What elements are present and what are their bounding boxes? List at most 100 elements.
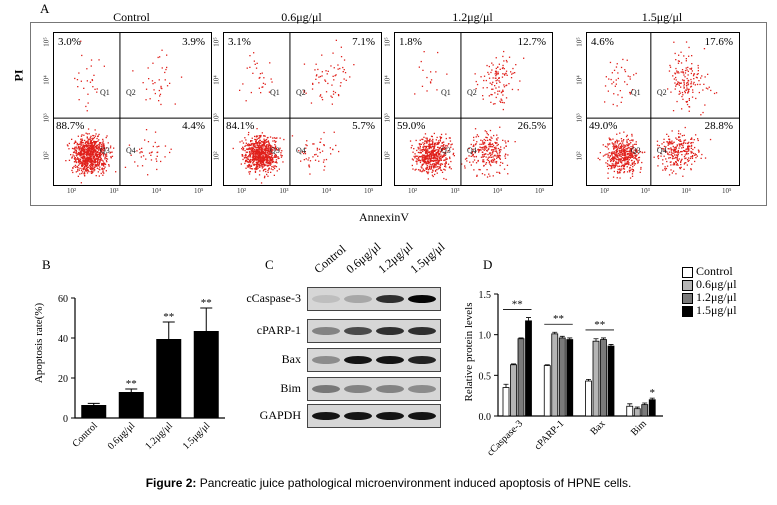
blot-band xyxy=(376,412,404,420)
x-tick-label: 10⁵ xyxy=(194,187,204,195)
quadrant-q1-percent: 4.6% xyxy=(591,36,614,48)
category-label: cPARP-1 xyxy=(533,418,567,452)
flow-dots xyxy=(54,33,211,185)
error-bar xyxy=(162,321,175,339)
blot-band xyxy=(408,295,436,303)
legend-label: 1.2μg/μl xyxy=(696,290,737,304)
significance-marker: ** xyxy=(163,311,174,323)
quadrant-q4-percent: 28.8% xyxy=(704,120,733,133)
blot-band xyxy=(344,385,372,393)
blot-band xyxy=(376,385,404,393)
legend-label: Control xyxy=(696,264,733,278)
error-bar xyxy=(552,331,558,334)
legend-swatch xyxy=(682,280,693,291)
blot-band xyxy=(312,356,340,364)
error-bar xyxy=(649,397,655,400)
y-tick-label: 10⁴ xyxy=(575,75,584,85)
blot-band xyxy=(408,385,436,393)
y-tick-label: 60 xyxy=(58,294,68,305)
quadrant-label: Q3 xyxy=(269,146,280,156)
error-bar xyxy=(601,337,606,340)
blot-band xyxy=(408,356,436,364)
x-tick-label: 10⁵ xyxy=(535,187,545,195)
significance-marker: ** xyxy=(201,297,212,309)
bar xyxy=(517,338,525,417)
bar xyxy=(118,392,144,418)
blot-strip xyxy=(307,348,441,372)
category-label: cCaspase-3 xyxy=(485,418,525,458)
blot-column-label: Control xyxy=(311,241,349,277)
quadrant-label: Q4 xyxy=(466,146,477,156)
quadrant-q3-percent: 59.0% xyxy=(397,120,426,133)
bar xyxy=(193,331,219,418)
quadrant-label: Q1 xyxy=(269,88,280,98)
blot-band xyxy=(312,412,340,420)
blot-band xyxy=(408,412,436,420)
error-bar xyxy=(567,337,573,340)
blot-row-label: cPARP-1 xyxy=(256,323,301,337)
bar xyxy=(558,337,566,417)
blot-band xyxy=(312,385,340,393)
y-tick-label: 0 xyxy=(63,414,68,425)
quadrant-q3-percent: 88.7% xyxy=(56,120,85,133)
x-tick-label: 10⁴ xyxy=(151,187,162,195)
bar xyxy=(525,320,532,417)
y-tick-label: 10² xyxy=(42,151,51,161)
y-tick-label: 40 xyxy=(58,334,68,345)
x-tick-label: 10² xyxy=(600,187,610,195)
blot-strip xyxy=(307,404,441,428)
quadrant-label: Q2 xyxy=(125,88,136,98)
category-label: Bax xyxy=(588,418,607,437)
blot-strip xyxy=(307,319,441,343)
panel-c-letter: C xyxy=(265,257,274,272)
flow-dots xyxy=(224,33,381,185)
error-bar xyxy=(125,388,138,392)
quadrant-label: Q2 xyxy=(466,88,477,98)
x-tick-label: 10⁵ xyxy=(364,187,374,195)
figure-caption: Figure 2: Pancreatic juice pathological … xyxy=(0,476,777,490)
y-tick-label: 10² xyxy=(383,151,392,161)
blot-band xyxy=(376,295,404,303)
quadrant-q4-percent: 4.4% xyxy=(182,120,205,133)
condition-title: Control xyxy=(113,10,150,24)
condition-title: 0.6μg/μl xyxy=(281,10,322,24)
significance-marker: ** xyxy=(594,319,605,331)
blot-band xyxy=(344,412,372,420)
panel-b-letter: B xyxy=(42,257,51,272)
quadrant-q2-percent: 17.6% xyxy=(704,36,733,48)
quadrant-q2-percent: 3.9% xyxy=(182,36,205,48)
bar xyxy=(641,404,649,417)
blot-band xyxy=(408,327,436,335)
quadrant-label: Q4 xyxy=(125,146,136,156)
x-tick-label: 10² xyxy=(408,187,418,195)
condition-title: 1.5μg/μl xyxy=(641,10,683,24)
blot-strip xyxy=(307,377,441,401)
quadrant-q1-percent: 1.8% xyxy=(399,36,422,48)
x-tick-label: 10³ xyxy=(109,187,119,195)
y-tick-label: 10⁵ xyxy=(212,37,221,47)
bar xyxy=(633,408,641,417)
blot-band xyxy=(312,327,340,335)
flow-plot: 1.8% 12.7% 59.0% 26.5% Q1 Q2 Q3 Q4 xyxy=(394,32,553,186)
apoptosis-rate-chart: Apoptosis rate(%) 0 20 40 60 Control ** 0.6μg/μ… xyxy=(33,294,225,452)
error-bar xyxy=(511,363,516,365)
y-tick-label: 10² xyxy=(212,151,221,161)
y-tick-label: 10³ xyxy=(383,113,392,123)
x-tick-label: 10² xyxy=(237,187,247,195)
flow-dots xyxy=(587,33,739,185)
quadrant-label: Q4 xyxy=(656,146,667,156)
quadrant-q4-percent: 5.7% xyxy=(352,120,375,133)
error-bar xyxy=(593,338,599,342)
blot-column-label: 1.5μg/μl xyxy=(407,239,448,277)
category-label: Bim xyxy=(629,418,649,438)
quadrant-q2-percent: 7.1% xyxy=(352,36,375,48)
blot-band xyxy=(312,295,340,303)
bar xyxy=(626,405,634,417)
y-tick-label: 0.0 xyxy=(479,412,492,423)
flow-plot: 4.6% 17.6% 49.0% 28.8% Q1 Q2 Q3 Q4 xyxy=(586,32,740,186)
quadrant-label: Q3 xyxy=(630,146,641,156)
protein-levels-chart: Relative protein levels 0.0 0.5 1.0 1.5 ** cCa… xyxy=(463,290,663,458)
legend-swatch xyxy=(682,267,693,278)
bar xyxy=(600,339,607,417)
panel-a-letter: A xyxy=(40,1,50,16)
